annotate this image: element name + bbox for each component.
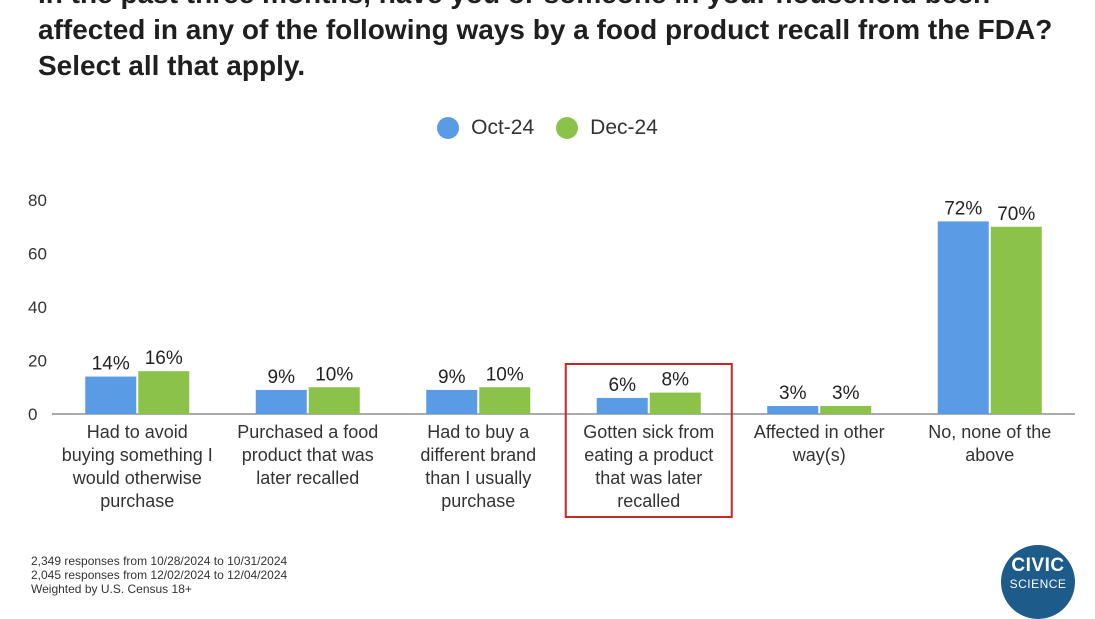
y-tick-label: 60 [28, 245, 47, 264]
data-label: 9% [268, 367, 296, 388]
legend-item-oct: Oct-24 [437, 116, 534, 140]
legend-swatch-dec [556, 117, 579, 139]
legend-swatch-oct [437, 117, 460, 139]
footnote-line-1: 2,349 responses from 10/28/2024 to 10/31… [31, 554, 288, 568]
footnote: 2,349 responses from 10/28/2024 to 10/31… [31, 554, 287, 596]
category-label: Affected in other [754, 422, 885, 442]
bar-oct-24 [596, 397, 648, 414]
data-label: 10% [486, 364, 524, 385]
category-label: purchase [441, 491, 515, 511]
footnote-line-3: Weighted by U.S. Census 18+ [31, 582, 192, 596]
category-label: would otherwise [72, 468, 202, 488]
legend-item-dec: Dec-24 [556, 116, 658, 140]
bar-dec-24 [308, 387, 360, 414]
category-label: than I usually [425, 468, 531, 488]
bar-dec-24 [990, 226, 1042, 414]
bar-oct-24 [767, 405, 819, 414]
category-label: purchase [100, 491, 174, 511]
category-label: later recalled [256, 468, 359, 488]
category-label: recalled [617, 491, 680, 511]
y-tick-label: 80 [28, 191, 47, 210]
logo-text-line1: CIVIC [1011, 555, 1065, 576]
category-label: Had to buy a [427, 422, 530, 442]
data-label: 14% [92, 354, 130, 375]
footnote-line-2: 2,045 responses from 12/02/2024 to 12/04… [31, 568, 288, 582]
y-tick-label: 0 [28, 405, 37, 424]
bar-oct-24 [85, 376, 137, 414]
category-label: Had to avoid [87, 422, 188, 442]
bar-oct-24 [255, 389, 307, 414]
bar-chart: 0 20 40 60 80 14% 16% Had to avoid buying someth… [28, 191, 1075, 518]
bar-dec-24 [479, 387, 531, 414]
category-label: buying something I [62, 445, 213, 465]
data-label: 9% [438, 367, 466, 388]
data-label: 72% [944, 198, 982, 219]
bar-dec-24 [820, 405, 872, 414]
data-label: 10% [315, 364, 353, 385]
category-label: Gotten sick from [583, 422, 714, 442]
y-tick-label: 20 [28, 352, 47, 371]
chart-title: In the past three months, have you or so… [38, 0, 1053, 81]
category-label: way(s) [792, 445, 846, 465]
y-tick-label: 40 [28, 298, 47, 317]
bar-oct-24 [937, 221, 989, 414]
category-label: different brand [420, 445, 536, 465]
data-label: 6% [609, 375, 637, 396]
chart-legend: Oct-24 Dec-24 [0, 114, 1095, 142]
category-label: No, none of the [928, 422, 1051, 442]
civic-science-logo: CIVIC SCIENCE [1001, 545, 1075, 619]
category-label: that was later [595, 468, 702, 488]
bar-dec-24 [649, 392, 701, 414]
bar-oct-24 [426, 389, 478, 414]
category-label: eating a product [584, 445, 713, 465]
data-label: 70% [997, 204, 1035, 225]
data-label: 3% [779, 383, 807, 404]
legend-label-dec: Dec-24 [590, 116, 658, 139]
legend-label-oct: Oct-24 [471, 116, 535, 139]
data-label: 16% [145, 348, 183, 369]
highlight-box [564, 363, 733, 518]
category-label: Purchased a food [237, 422, 378, 442]
logo-text-line2: SCIENCE [1009, 577, 1067, 591]
category-label: above [965, 445, 1014, 465]
data-label: 3% [832, 383, 860, 404]
bar-dec-24 [138, 371, 190, 414]
data-label: 8% [662, 370, 690, 391]
category-label: product that was [242, 445, 374, 465]
